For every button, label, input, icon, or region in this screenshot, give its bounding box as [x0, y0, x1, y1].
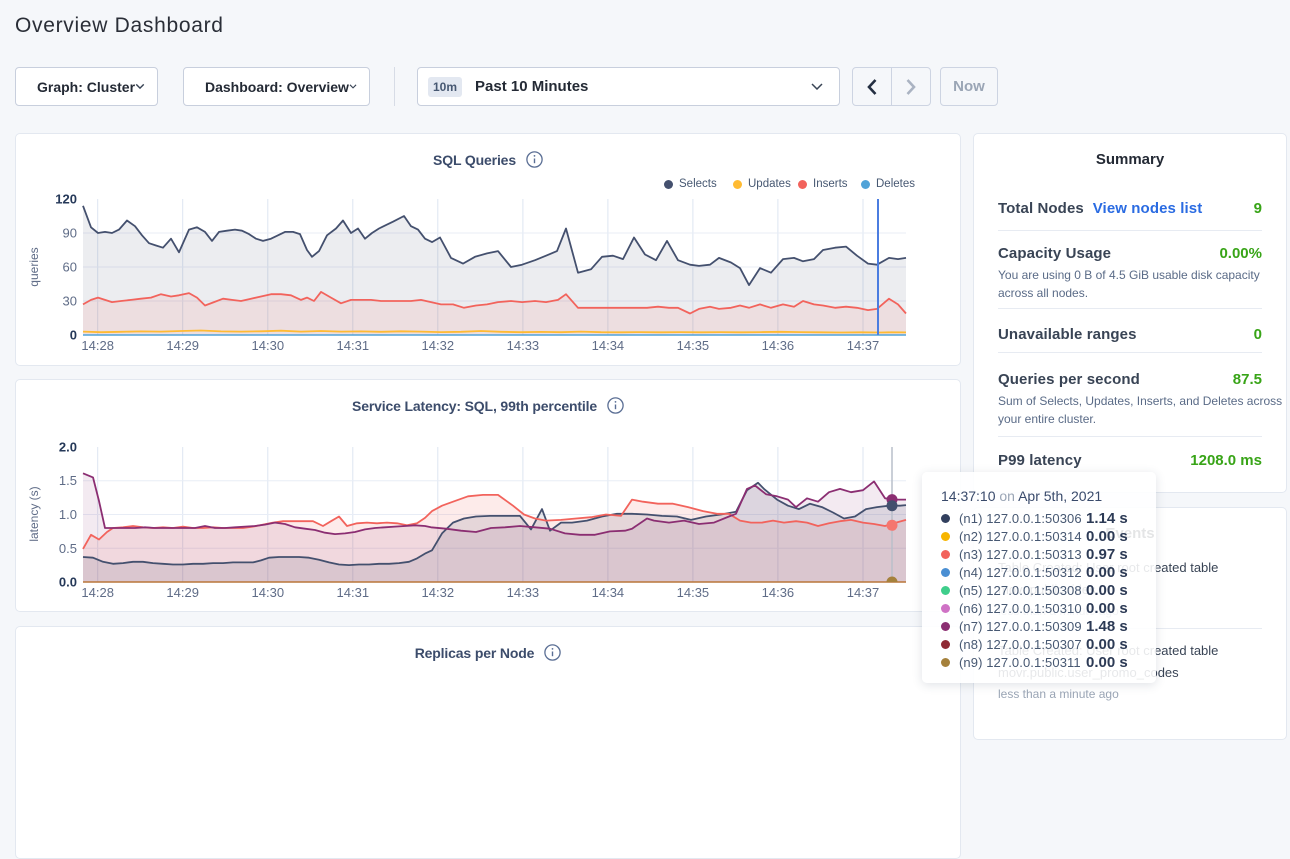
svg-text:14:34: 14:34 [592, 338, 625, 353]
svg-text:14:33: 14:33 [507, 585, 540, 600]
svg-text:14:32: 14:32 [422, 585, 455, 600]
svg-text:120: 120 [55, 192, 77, 207]
svg-text:60: 60 [63, 260, 77, 275]
svg-text:14:32: 14:32 [422, 338, 455, 353]
svg-text:14:36: 14:36 [762, 585, 795, 600]
svg-text:0.5: 0.5 [59, 541, 77, 556]
svg-text:30: 30 [63, 294, 77, 309]
svg-text:14:33: 14:33 [507, 338, 540, 353]
svg-text:1.5: 1.5 [59, 473, 77, 488]
svg-text:14:34: 14:34 [592, 585, 625, 600]
svg-text:14:35: 14:35 [677, 585, 710, 600]
svg-text:2.0: 2.0 [59, 440, 77, 455]
svg-text:14:28: 14:28 [81, 585, 114, 600]
svg-text:14:29: 14:29 [166, 585, 199, 600]
svg-text:14:30: 14:30 [252, 585, 285, 600]
svg-text:14:30: 14:30 [252, 338, 285, 353]
svg-text:queries: queries [27, 247, 41, 286]
svg-text:14:29: 14:29 [166, 338, 199, 353]
svg-text:14:37: 14:37 [847, 585, 880, 600]
svg-text:14:35: 14:35 [677, 338, 710, 353]
svg-text:14:31: 14:31 [337, 585, 370, 600]
svg-text:0.0: 0.0 [59, 575, 77, 590]
svg-text:14:28: 14:28 [81, 338, 114, 353]
svg-text:latency (s): latency (s) [27, 486, 41, 541]
svg-text:0: 0 [70, 328, 77, 343]
svg-text:14:36: 14:36 [762, 338, 795, 353]
svg-text:14:37: 14:37 [847, 338, 880, 353]
svg-text:1.0: 1.0 [59, 507, 77, 522]
svg-text:90: 90 [63, 226, 77, 241]
svg-text:14:31: 14:31 [337, 338, 370, 353]
